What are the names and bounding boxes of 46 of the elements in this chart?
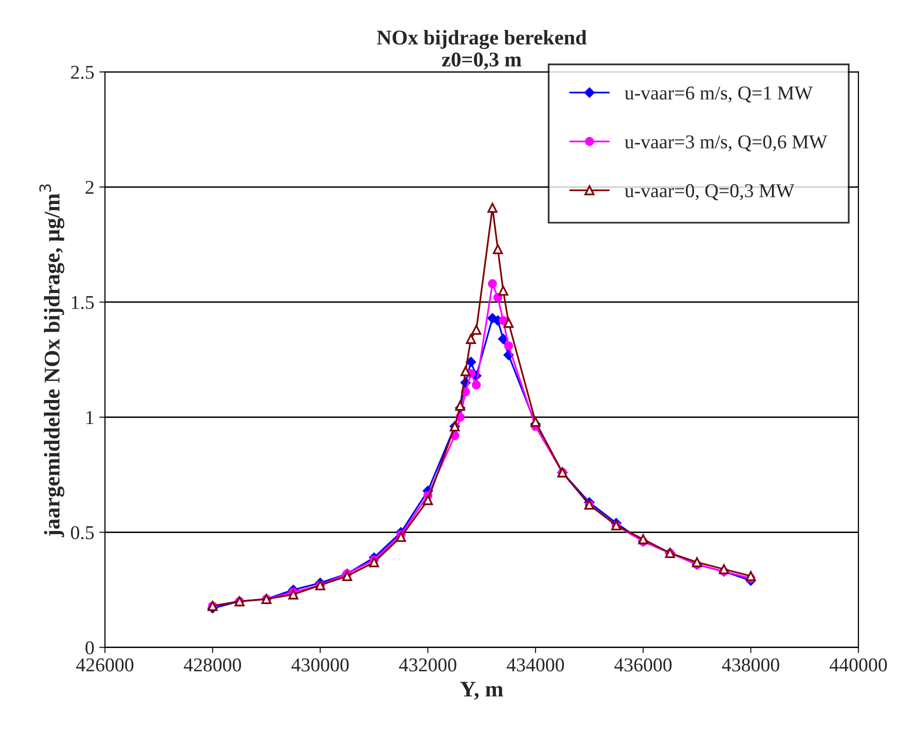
point (746, 571, 756, 582)
y-axis-title: jaargemiddelde NOx bijdrage, µg/m$^{3}$ (39, 184, 64, 538)
point (466, 334, 476, 344)
point (504, 318, 514, 328)
x-tick-label: 432000 (399, 658, 456, 672)
point (492, 244, 503, 254)
point (488, 279, 497, 288)
point (498, 286, 508, 296)
point (487, 202, 498, 213)
x-tick-label: 430000 (291, 658, 349, 672)
y-tick-label: 1 (86, 411, 94, 424)
y-tick-label: 2 (86, 180, 94, 194)
chart-subtitle: z0=0,3 m (442, 52, 522, 70)
chart-title: NOx bijdrage berekend (376, 30, 587, 50)
point (718, 564, 729, 574)
point (342, 571, 352, 582)
point (466, 356, 476, 368)
x-tick-label: 434000 (506, 658, 564, 672)
legend-label: u-vaar=3 m/s, Q=0,6 MW (624, 135, 828, 152)
point (396, 532, 406, 542)
point (493, 292, 502, 302)
point (638, 534, 648, 544)
point (498, 316, 508, 326)
x-tick-label: 436000 (614, 658, 672, 672)
legend-label: u-vaar=0, Q=0,3 MW (624, 184, 794, 200)
y-tick-label: 0.5 (70, 526, 94, 540)
x-tick-label: 426000 (76, 658, 134, 672)
point (369, 557, 380, 568)
legend-label: u-vaar=6 m/s, Q=1 MW (624, 86, 813, 103)
x-axis-title: Y, m (460, 682, 504, 700)
point (471, 324, 482, 335)
point (455, 400, 466, 411)
x-tick-label: 428000 (184, 658, 242, 672)
x-tick-label: 440000 (830, 658, 887, 672)
x-tick-label: 438000 (722, 658, 780, 672)
y-tick-label: 2.5 (71, 66, 94, 79)
y-tick-label: 1.5 (72, 296, 94, 310)
point (504, 341, 514, 350)
point (472, 380, 481, 390)
point (530, 416, 541, 427)
point (460, 366, 471, 376)
point (288, 589, 298, 600)
y-tick-label: 0 (86, 641, 94, 654)
point (498, 334, 508, 344)
point (692, 557, 702, 568)
point (422, 495, 433, 506)
